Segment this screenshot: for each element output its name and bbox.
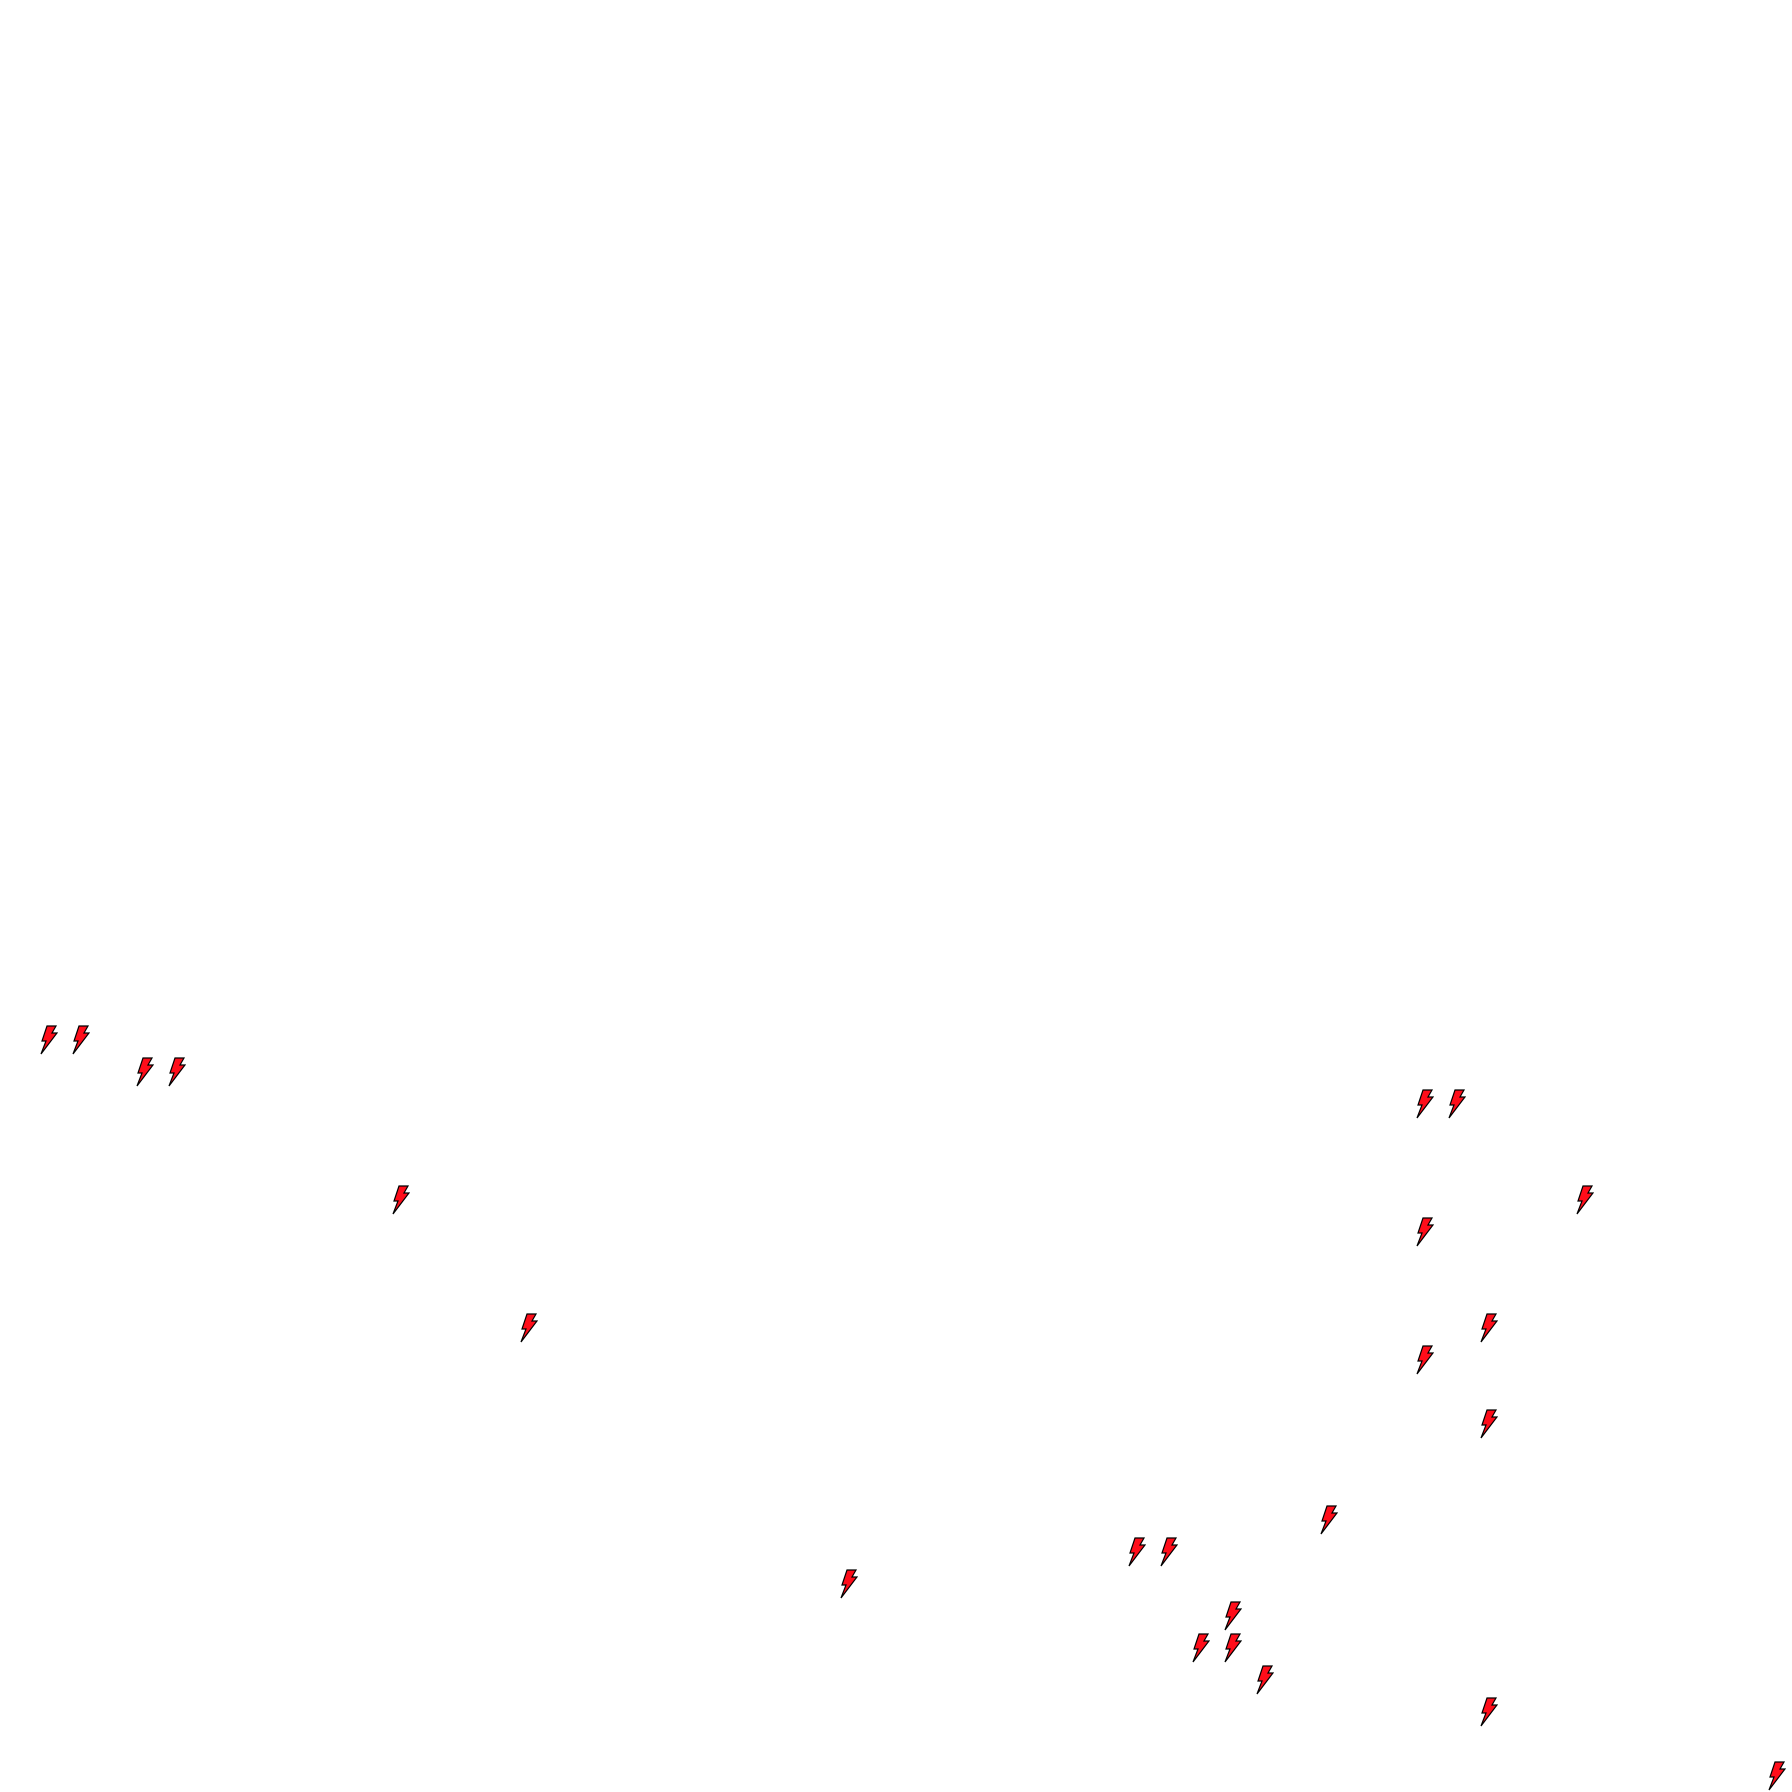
lightning-bolt-icon: [1416, 1217, 1434, 1247]
lightning-bolt-icon: [1480, 1409, 1498, 1439]
lightning-bolt-icon: [168, 1057, 186, 1087]
lightning-bolt-icon: [520, 1313, 538, 1343]
lightning-bolt-icon: [1256, 1665, 1274, 1695]
lightning-bolt-icon: [1320, 1505, 1338, 1535]
lightning-bolt-icon: [40, 1025, 58, 1055]
lightning-bolt-icon: [1480, 1313, 1498, 1343]
lightning-bolt-icon: [1416, 1089, 1434, 1119]
lightning-bolt-icon: [1128, 1537, 1146, 1567]
lightning-bolt-icon: [1480, 1697, 1498, 1727]
lightning-bolt-icon: [1192, 1633, 1210, 1663]
lightning-bolt-icon: [72, 1025, 90, 1055]
lightning-bolt-icon: [840, 1569, 858, 1599]
lightning-bolt-icon: [392, 1185, 410, 1215]
lightning-bolt-icon: [1224, 1601, 1242, 1631]
lightning-bolt-icon: [1224, 1633, 1242, 1663]
lightning-bolt-icon: [136, 1057, 154, 1087]
lightning-bolt-icon: [1768, 1761, 1786, 1791]
lightning-bolt-icon: [1416, 1345, 1434, 1375]
lightning-bolt-icon: [1576, 1185, 1594, 1215]
lightning-bolt-icon: [1160, 1537, 1178, 1567]
lightning-bolt-icon: [1448, 1089, 1466, 1119]
